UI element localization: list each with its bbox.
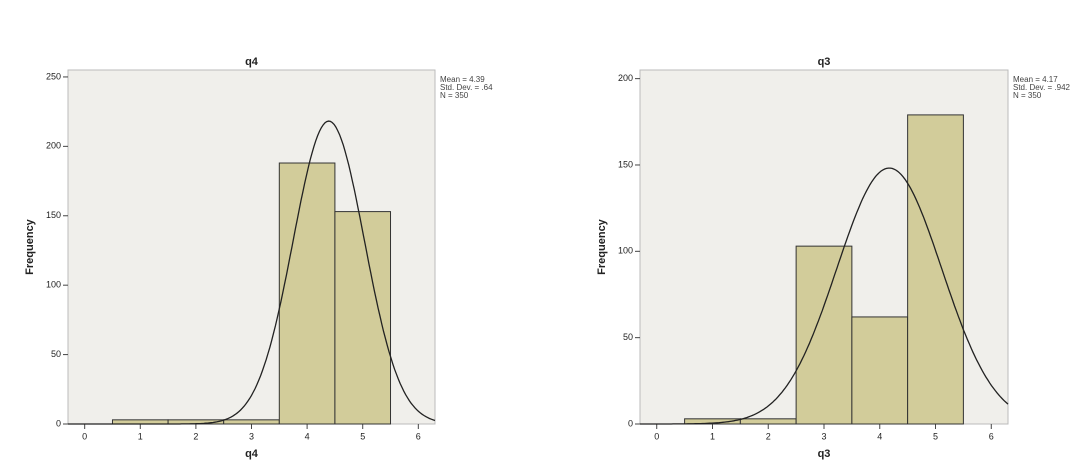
x-tick-label: 6 [416,431,421,441]
x-tick-label: 4 [877,431,882,441]
x-tick-label: 2 [193,431,198,441]
y-tick-label: 150 [46,210,61,220]
y-tick-label: 150 [618,159,633,169]
x-tick-label: 3 [821,431,826,441]
x-axis-label: q4 [245,448,259,460]
bar [278,162,336,425]
normal-curve [640,167,1009,425]
x-tick-label: 5 [933,431,938,441]
stat-label: Std. Dev. = .942 [1013,83,1071,92]
y-tick-label: 100 [618,246,633,256]
bar [795,245,853,425]
y-axis-label: Frequency [596,218,608,275]
y-tick-label: 0 [56,418,61,428]
y-tick-label: 50 [623,332,633,342]
y-tick-label: 50 [51,349,61,359]
x-tick-label: 5 [360,431,365,441]
stat-label: Mean = 4.17 [1013,75,1058,84]
x-tick-label: 6 [989,431,994,441]
x-tick-label: 4 [305,431,310,441]
y-tick-label: 100 [46,280,61,290]
x-tick-label: 3 [249,431,254,441]
y-tick-label: 0 [628,418,633,428]
normal-curve [68,120,436,425]
x-tick-label: 1 [710,431,715,441]
y-tick-label: 200 [46,141,61,151]
bar [907,114,964,425]
x-tick-label: 0 [654,431,659,441]
stat-label: Mean = 4.39 [440,75,485,84]
y-axis-label: Frequency [24,218,36,275]
x-tick-label: 1 [138,431,143,441]
y-tick-label: 200 [618,73,633,83]
x-tick-label: 0 [82,431,87,441]
bar [739,418,797,425]
x-axis-label: q3 [818,448,831,460]
y-tick-label: 250 [46,71,61,81]
bar [851,316,909,425]
bar [223,419,280,425]
chart-title: q3 [818,56,831,68]
stat-label: N = 350 [440,91,469,100]
stat-label: N = 350 [1013,91,1042,100]
chart-title: q4 [245,56,259,68]
stat-label: Std. Dev. = .64 [440,83,493,92]
bar [334,211,392,425]
x-tick-label: 2 [766,431,771,441]
